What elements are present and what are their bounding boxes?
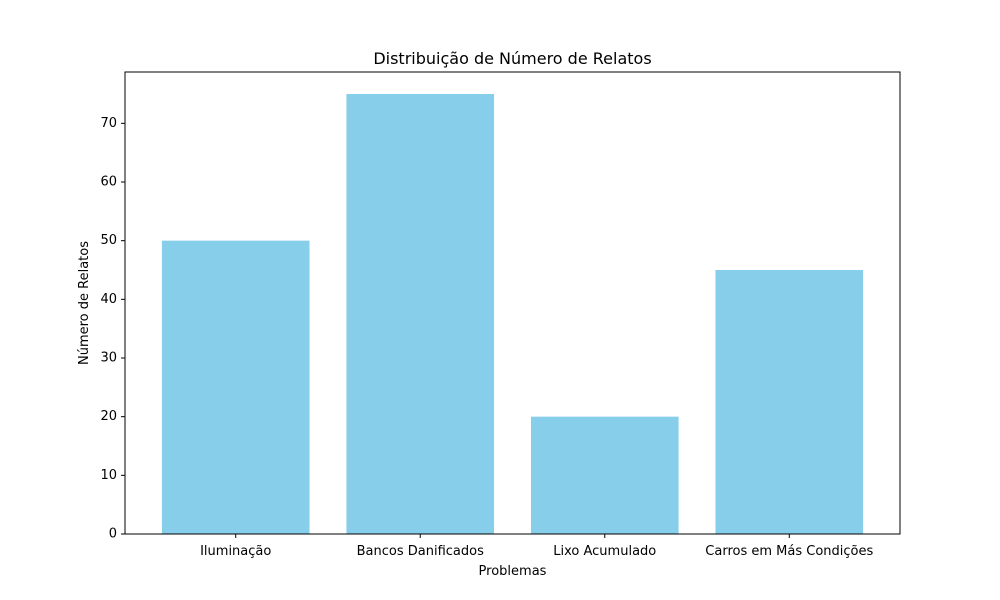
y-tick-label: 40	[100, 292, 117, 307]
chart-title: Distribuição de Número de Relatos	[373, 49, 651, 68]
bar-2	[346, 94, 495, 534]
y-tick-label: 30	[100, 351, 117, 366]
y-tick-label: 10	[100, 468, 117, 483]
x-tick-label: Bancos Danificados	[357, 544, 484, 559]
bar-4	[715, 270, 864, 534]
y-tick-label: 0	[109, 527, 117, 542]
plot-frame	[124, 71, 901, 535]
y-axis-title: Número de Relatos	[77, 241, 92, 365]
y-tick-label: 60	[100, 175, 117, 190]
bars-group	[161, 94, 864, 534]
x-axis-title: Problemas	[479, 564, 547, 579]
x-tick-label: Lixo Acumulado	[553, 544, 656, 559]
x-axis: Iluminação Bancos Danificados Lixo Acumula…	[200, 534, 873, 559]
y-tick-label: 20	[100, 409, 117, 424]
bar-1	[161, 240, 310, 534]
y-tick-label: 70	[100, 116, 117, 131]
y-tick-label: 50	[100, 233, 117, 248]
x-tick-label: Carros em Más Condições	[705, 544, 873, 559]
bar-3	[530, 416, 679, 534]
x-tick-label: Iluminação	[200, 544, 271, 559]
y-axis: 0 10 20 30 40 50 60 70	[100, 116, 125, 542]
